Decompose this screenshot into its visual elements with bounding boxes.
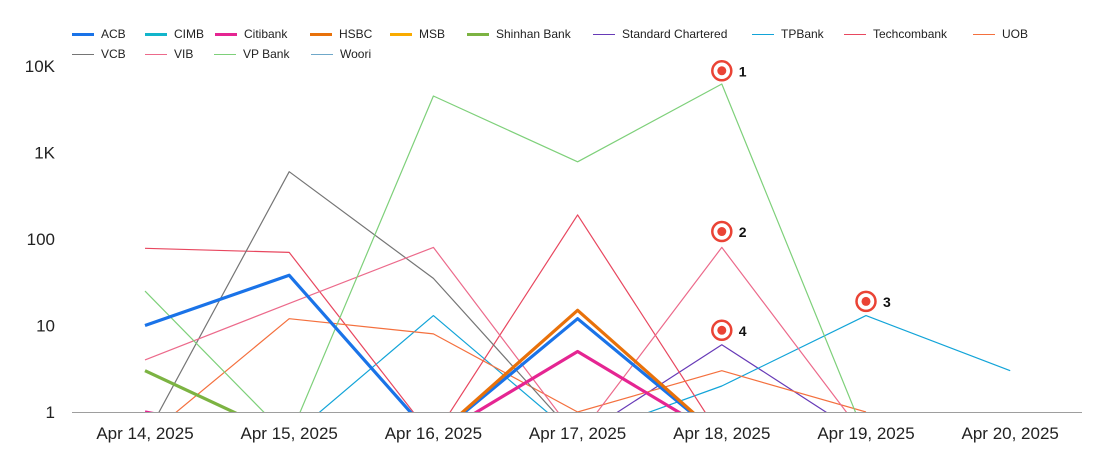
legend-item-woori[interactable]: Woori (311, 47, 381, 61)
legend-item-msb[interactable]: MSB (390, 27, 467, 41)
legend-swatch (310, 32, 332, 36)
legend-swatch (215, 32, 237, 36)
legend-label: CIMB (174, 27, 204, 41)
y-tick-label: 1K (34, 144, 55, 163)
legend-swatch (973, 33, 995, 35)
legend-item-vp-bank[interactable]: VP Bank (214, 47, 311, 61)
annotation-marker-2: 2 (711, 220, 747, 243)
annotation-marker-4: 4 (711, 319, 747, 342)
legend-swatch (390, 32, 412, 36)
legend-item-tpbank[interactable]: TPBank (752, 27, 844, 41)
legend-label: HSBC (339, 27, 373, 41)
legend-label: Citibank (244, 27, 288, 41)
annotation-label: 2 (739, 224, 747, 240)
legend-label: UOB (1002, 27, 1029, 41)
y-tick-label: 10 (36, 317, 55, 336)
legend-label: TPBank (781, 27, 824, 41)
y-tick-label: 100 (27, 230, 55, 249)
legend-swatch (844, 33, 866, 35)
series-line-shinhan-bank (144, 369, 238, 412)
legend-row: VCB VIB VP Bank Woori (72, 44, 1102, 64)
x-tick-label: Apr 16, 2025 (385, 424, 482, 443)
series-line-citibank (145, 349, 682, 412)
legend-item-vib[interactable]: VIB (145, 47, 214, 61)
chart-legend: ACB CIMB Citibank HSBC MSB Shinhan Bank Standa… (72, 24, 1102, 64)
x-tick-label: Apr 15, 2025 (241, 424, 338, 443)
legend-swatch (72, 32, 94, 36)
annotation-marker-1: 1 (711, 60, 747, 82)
annotation-dot (717, 325, 727, 335)
legend-swatch (467, 32, 489, 36)
annotation-dot (717, 66, 727, 76)
series-line-vp-bank (144, 83, 857, 412)
legend-label: VP Bank (243, 47, 290, 61)
legend-item-hsbc[interactable]: HSBC (310, 27, 390, 41)
legend-swatch (311, 53, 333, 55)
series-line-standard-chartered (616, 344, 827, 412)
legend-swatch (593, 33, 615, 35)
legend-label: VCB (101, 47, 126, 61)
legend-swatch (752, 33, 774, 35)
legend-item-standard-chartered[interactable]: Standard Chartered (593, 27, 752, 41)
y-tick-label: 10K (25, 57, 56, 76)
x-tick-label: Apr 14, 2025 (96, 424, 193, 443)
legend-label: Techcombank (873, 27, 948, 41)
legend-label: Woori (340, 47, 372, 61)
legend-item-vcb[interactable]: VCB (72, 47, 145, 61)
legend-label: MSB (419, 27, 446, 41)
legend-swatch (145, 32, 167, 36)
legend-label: ACB (101, 27, 126, 41)
legend-label: Shinhan Bank (496, 27, 571, 41)
legend-swatch (214, 53, 236, 55)
annotation-label: 1 (739, 63, 747, 79)
annotation-label: 4 (739, 323, 747, 339)
legend-item-shinhan-bank[interactable]: Shinhan Bank (467, 27, 593, 41)
series-line-tpbank (318, 315, 1011, 412)
annotation-dot (861, 296, 871, 306)
series-line-vcb (158, 171, 555, 412)
legend-label: VIB (174, 47, 194, 61)
legend-item-citibank[interactable]: Citibank (215, 27, 310, 41)
legend-swatch (72, 53, 94, 55)
legend-row: ACB CIMB Citibank HSBC MSB Shinhan Bank Standa… (72, 24, 1102, 44)
series-lines (144, 83, 1011, 412)
legend-item-cimb[interactable]: CIMB (145, 27, 215, 41)
annotation-marker-3: 3 (855, 290, 891, 313)
legend-item-uob[interactable]: UOB (973, 27, 1033, 41)
x-tick-label: Apr 20, 2025 (962, 424, 1059, 443)
x-tick-label: Apr 19, 2025 (817, 424, 914, 443)
annotation-dot (717, 227, 727, 237)
x-tick-label: Apr 17, 2025 (529, 424, 626, 443)
series-line-hsbc (460, 308, 695, 412)
annotation-label: 3 (883, 294, 891, 310)
legend-label: Standard Chartered (622, 27, 728, 41)
series-line-vib (144, 246, 848, 412)
series-line-acb (144, 273, 693, 412)
y-tick-label: 1 (46, 403, 55, 422)
legend-item-techcombank[interactable]: Techcombank (844, 27, 973, 41)
legend-item-acb[interactable]: ACB (72, 27, 145, 41)
series-line-techcombank (144, 214, 706, 412)
legend-swatch (145, 53, 167, 55)
x-tick-label: Apr 18, 2025 (673, 424, 770, 443)
